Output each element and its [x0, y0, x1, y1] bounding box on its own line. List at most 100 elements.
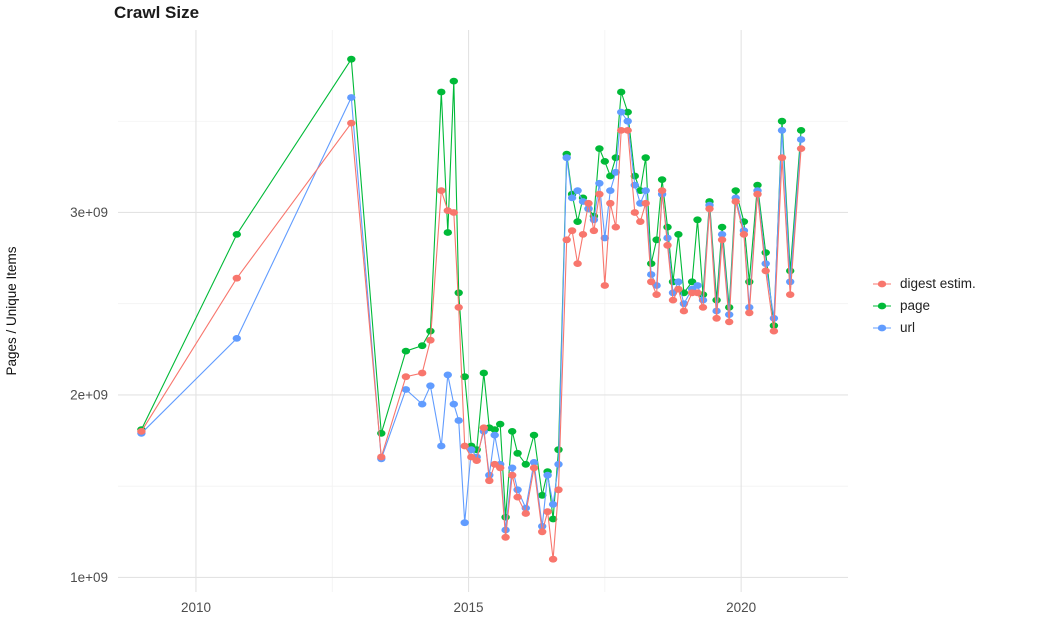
data-point	[786, 291, 795, 298]
axis-tick-labels: 1e+09 2e+09 3e+09 2010 2015 2020	[70, 205, 756, 615]
data-point	[454, 289, 463, 297]
data-point	[513, 449, 522, 457]
data-point	[401, 386, 411, 393]
data-point	[663, 223, 672, 231]
legend-key-icon	[873, 324, 891, 331]
data-point	[584, 205, 593, 213]
data-point	[617, 126, 626, 134]
data-point	[705, 205, 714, 213]
legend-item-label: url	[900, 320, 916, 335]
data-point	[543, 471, 552, 479]
data-point	[554, 460, 563, 468]
data-point	[460, 373, 469, 381]
data-point	[377, 453, 386, 461]
data-point	[663, 234, 672, 242]
data-point	[460, 519, 469, 527]
data-point	[611, 223, 620, 231]
legend-item-digest-estim-: digest estim.	[872, 276, 976, 291]
data-point	[668, 296, 678, 304]
data-point	[460, 442, 469, 450]
data-point	[731, 187, 740, 195]
data-point	[606, 172, 615, 180]
data-point	[657, 176, 667, 184]
data-point	[554, 486, 563, 494]
data-point	[623, 117, 632, 125]
data-point	[745, 278, 754, 286]
data-point	[717, 223, 727, 231]
data-point	[508, 428, 517, 435]
data-point	[796, 126, 806, 134]
legend: digest estim. page url	[872, 276, 976, 335]
series-digest-estim-	[137, 119, 806, 563]
data-point	[529, 464, 539, 472]
series-line	[140, 121, 802, 560]
data-point	[467, 446, 476, 454]
data-point	[796, 136, 806, 143]
data-point	[693, 216, 702, 224]
data-point	[426, 382, 435, 390]
data-point	[584, 199, 593, 207]
data-point	[543, 508, 552, 516]
data-point	[501, 526, 510, 534]
data-point	[538, 491, 547, 499]
data-point	[745, 309, 754, 317]
data-point	[485, 477, 494, 485]
data-point	[679, 307, 689, 315]
data-point	[443, 371, 452, 379]
y-tick-label: 3e+09	[70, 205, 108, 220]
data-point	[490, 426, 499, 433]
data-point	[595, 145, 604, 153]
data-point	[137, 428, 146, 435]
data-point	[449, 400, 458, 408]
data-point	[731, 198, 740, 205]
data-point	[567, 194, 577, 202]
legend-key-icon	[873, 302, 891, 309]
y-tick-label: 1e+09	[70, 570, 108, 585]
data-point	[426, 327, 435, 335]
data-point	[347, 94, 356, 101]
data-point	[418, 342, 427, 350]
data-point	[490, 431, 499, 439]
data-point	[377, 429, 386, 437]
legend-item-url: url	[872, 320, 976, 335]
data-point	[611, 168, 620, 176]
data-point	[652, 291, 661, 298]
data-point	[449, 77, 458, 85]
data-point	[232, 274, 241, 282]
data-point	[401, 373, 411, 381]
data-point	[663, 241, 672, 249]
chart-title: Crawl Size	[114, 3, 200, 22]
data-point	[674, 285, 683, 293]
data-point	[606, 187, 615, 195]
data-point	[443, 229, 452, 236]
data-point	[693, 289, 702, 297]
data-point	[538, 528, 547, 536]
data-point	[595, 179, 604, 187]
data-point	[769, 327, 779, 335]
data-point	[641, 199, 650, 207]
data-point	[562, 236, 571, 244]
data-point	[449, 209, 458, 216]
legend-key-icon	[873, 280, 891, 287]
data-point	[573, 218, 582, 226]
data-point	[347, 55, 356, 63]
data-point	[630, 209, 639, 216]
data-point	[777, 126, 787, 134]
data-point	[418, 369, 427, 377]
data-point	[600, 158, 609, 165]
data-point	[548, 501, 558, 508]
data-point	[647, 260, 656, 267]
minor-gridlines	[118, 30, 848, 592]
series-url	[137, 94, 806, 534]
data-point	[589, 227, 599, 235]
data-point	[606, 199, 615, 207]
data-point	[548, 515, 558, 523]
data-point	[617, 108, 626, 116]
data-point	[623, 108, 632, 116]
legend-item-label: digest estim.	[900, 276, 976, 291]
data-point	[513, 493, 522, 501]
data-point	[712, 296, 721, 304]
data-point	[761, 260, 770, 267]
data-point	[630, 172, 639, 180]
